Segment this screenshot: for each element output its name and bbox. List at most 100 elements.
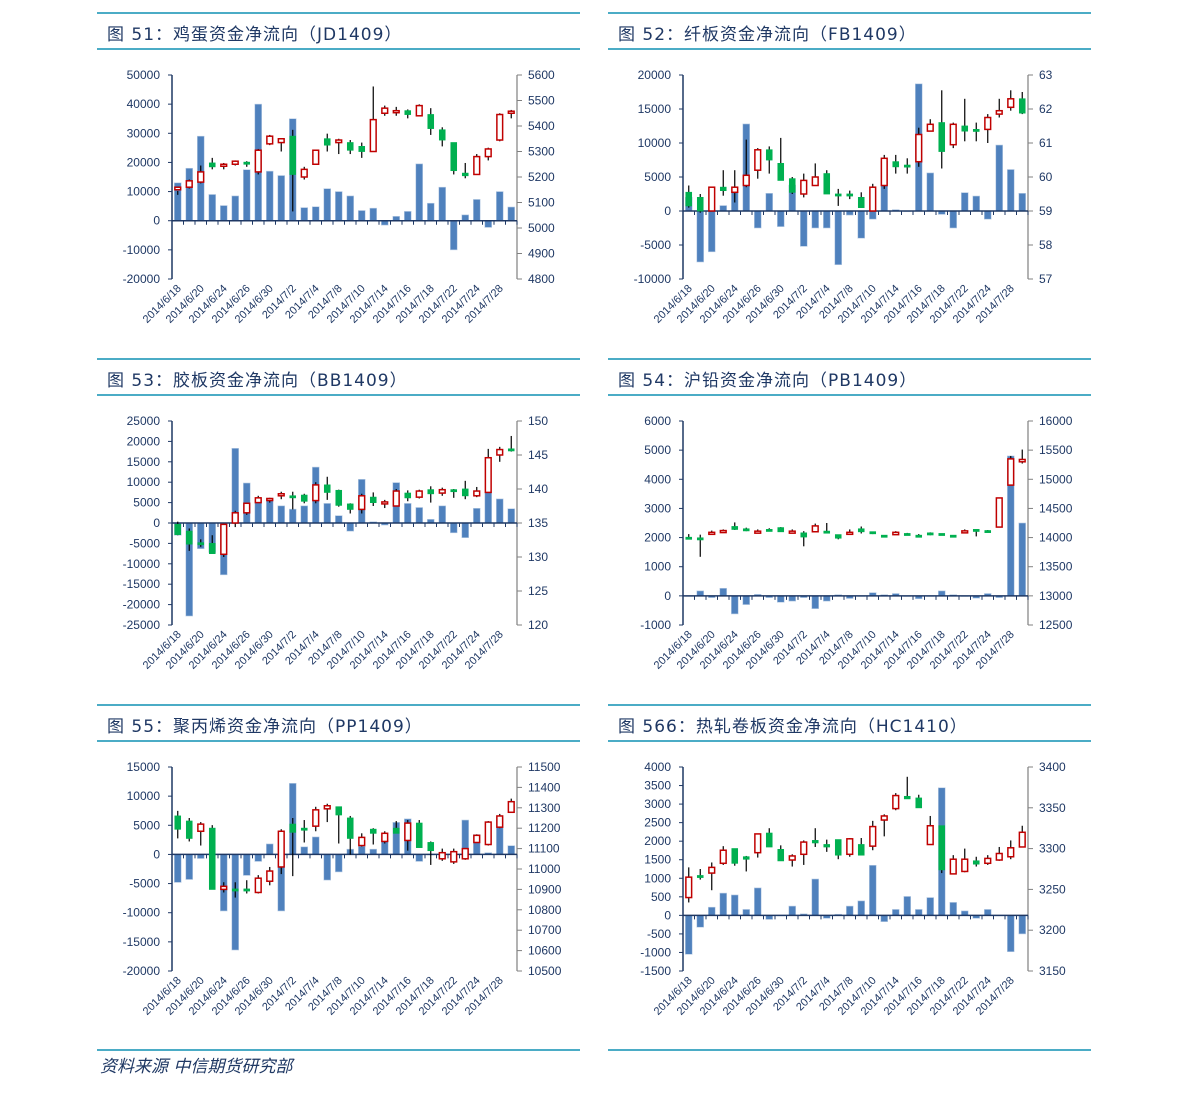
left-axis-tick-label: 3000 — [644, 501, 671, 515]
candle-down — [346, 817, 354, 839]
candle-up — [381, 832, 389, 843]
net-flow-bar — [507, 845, 515, 855]
net-flow-bar — [449, 220, 458, 251]
candle-up — [381, 107, 389, 115]
net-flow-bar — [765, 193, 774, 212]
net-flow-bar — [754, 210, 762, 229]
candle-down — [892, 161, 900, 168]
candle-up — [473, 490, 481, 497]
chart-title: 图 53：胶板资金净流向（BB1409） — [107, 371, 408, 391]
left-axis-tick-label: 1000 — [644, 871, 671, 885]
net-flow-bar — [415, 163, 423, 222]
right-axis-tick-label: 11400 — [528, 780, 561, 794]
left-axis-tick-label: 10000 — [127, 789, 161, 803]
candle-up — [484, 148, 492, 158]
chart-panel-566: 图 566：热轧卷板资金净流向（HC1410） 4000 3500 3000 2500… — [608, 704, 1091, 1044]
candle-down — [243, 161, 251, 165]
candle-down — [358, 146, 366, 152]
candle-down — [461, 172, 469, 177]
candle-down — [174, 815, 182, 830]
candle-down — [427, 842, 435, 852]
net-flow-bar — [823, 210, 831, 229]
net-flow-bar — [243, 854, 251, 876]
right-axis-tick-label: 145 — [528, 448, 548, 462]
candle-up — [719, 529, 727, 534]
chart-panel-53: 图 53：胶板资金净流向（BB1409） 25000 20000 15000 1000… — [97, 358, 580, 698]
right-axis-tick-label: 13000 — [1039, 589, 1073, 603]
net-flow-bar — [346, 522, 355, 532]
net-flow-bar — [323, 188, 332, 222]
left-axis-tick-label: -20000 — [123, 272, 161, 286]
net-flow-bar — [357, 210, 366, 222]
net-flow-bar — [403, 503, 412, 524]
right-axis-tick-label: 4800 — [528, 272, 555, 286]
right-axis-tick-label: 14000 — [1039, 531, 1073, 545]
right-axis-tick-label: 3200 — [1039, 923, 1066, 937]
right-axis-tick-label: 14500 — [1039, 501, 1073, 515]
net-flow-bar — [243, 169, 251, 222]
net-flow-bar — [949, 902, 957, 916]
right-axis-tick-label: 62 — [1039, 102, 1053, 116]
candle-down — [335, 489, 343, 506]
net-flow-bar — [335, 854, 343, 873]
net-flow-bar — [495, 191, 504, 222]
candle-up — [949, 123, 957, 146]
candle-up — [892, 531, 900, 536]
net-flow-bar — [834, 210, 843, 266]
candle-up — [312, 149, 320, 165]
left-axis-tick-label: -500 — [647, 927, 671, 941]
candle-up — [880, 157, 888, 187]
net-flow-bar — [788, 595, 797, 602]
net-flow-bar — [731, 595, 739, 615]
candle-down — [938, 533, 946, 536]
left-axis-tick-label: 10000 — [638, 136, 672, 150]
net-flow-bar — [357, 845, 366, 855]
candle-up — [961, 858, 969, 873]
chart-title: 图 51：鸡蛋资金净流向（JD1409） — [107, 25, 403, 45]
net-flow-bar — [369, 848, 377, 855]
net-flow-bar — [949, 210, 957, 229]
candle-up — [496, 448, 504, 456]
candle-up — [926, 825, 934, 846]
net-flow-bar — [335, 191, 343, 222]
candle-up — [1007, 98, 1015, 109]
left-axis-tick-label: -5000 — [129, 877, 160, 891]
title-rule — [97, 358, 580, 360]
net-flow-bar — [983, 909, 992, 916]
candle-down — [834, 193, 842, 197]
left-axis-tick-label: -15000 — [123, 935, 161, 949]
net-flow-bar — [346, 195, 355, 222]
net-flow-bar — [461, 214, 469, 222]
candle-up — [231, 512, 239, 524]
candle-up — [438, 488, 446, 494]
candle-down — [427, 114, 435, 129]
candle-up — [450, 850, 458, 863]
candle-up — [254, 497, 262, 504]
candle-down — [915, 534, 923, 538]
net-flow-bar — [891, 909, 900, 916]
left-axis-tick-label: 0 — [153, 847, 160, 861]
candle-up — [277, 830, 285, 868]
right-axis-tick-label: 135 — [528, 516, 548, 530]
candle-down — [857, 844, 865, 856]
candle-down — [903, 795, 911, 800]
right-axis-tick-label: 13500 — [1039, 560, 1073, 574]
candle-down — [507, 448, 515, 452]
net-flow-bar — [1018, 522, 1026, 597]
net-flow-bar — [266, 170, 274, 222]
title-underline — [97, 740, 580, 742]
candle-up — [800, 841, 808, 856]
candle-up — [277, 138, 285, 144]
net-flow-bar — [312, 836, 320, 855]
chart-jd1409: 50000 40000 30000 20000 10000 0 -10000 -20000 56… — [123, 68, 555, 326]
net-flow-bar — [472, 508, 481, 524]
right-axis-tick-label: 61 — [1039, 136, 1053, 150]
net-flow-bar — [438, 186, 446, 222]
candle-up — [197, 171, 205, 183]
net-flow-bar — [300, 505, 309, 524]
candle-up — [719, 849, 727, 865]
candle-up — [1018, 831, 1026, 848]
net-flow-bar — [777, 595, 785, 603]
candle-down — [369, 828, 377, 834]
left-axis-tick-label: 10000 — [127, 475, 161, 489]
